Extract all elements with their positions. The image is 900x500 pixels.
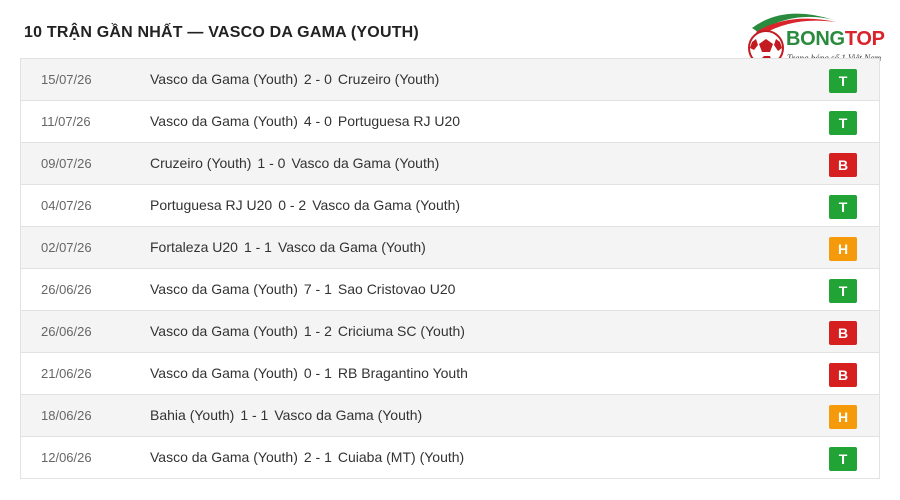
match-score: 2 - 0 <box>303 71 332 87</box>
match-date: 21/06/26 <box>41 366 92 381</box>
match-date: 02/07/26 <box>41 240 92 255</box>
match-row[interactable]: 21/06/26 Vasco da Gama (Youth) 0 - 1 RB Bra… <box>20 353 880 395</box>
result-badge: B <box>829 363 857 387</box>
match-score: 1 - 0 <box>257 155 286 171</box>
home-team: Vasco da Gama (Youth) <box>150 281 298 297</box>
match-row[interactable]: 18/06/26 Bahia (Youth) 1 - 1 Vasco da Gama … <box>20 395 880 437</box>
match-date: 15/07/26 <box>41 72 92 87</box>
match-teams[interactable]: Portuguesa RJ U20 0 - 2 Vasco da Gama (You… <box>150 185 460 226</box>
away-team: Vasco da Gama (Youth) <box>277 239 426 255</box>
logo-wordmark: BONGTOP <box>786 28 885 50</box>
home-team: Bahia (Youth) <box>150 407 235 423</box>
match-date: 12/06/26 <box>41 450 92 465</box>
match-teams[interactable]: Vasco da Gama (Youth) 2 - 1 Cuiaba (MT) (Y… <box>150 437 464 478</box>
recent-matches-list: 15/07/26 Vasco da Gama (Youth) 2 - 0 Cruzei… <box>20 58 880 479</box>
result-badge: T <box>829 111 857 135</box>
match-row[interactable]: 26/06/26 Vasco da Gama (Youth) 1 - 2 Criciu… <box>20 311 880 353</box>
match-score: 1 - 1 <box>243 239 272 255</box>
home-team: Vasco da Gama (Youth) <box>150 365 298 381</box>
match-score: 7 - 1 <box>303 281 332 297</box>
page-title: 10 TRẬN GẦN NHẤT — VASCO DA GAMA (YOUTH) <box>24 24 419 41</box>
away-team: Cruzeiro (Youth) <box>337 71 440 87</box>
match-score: 1 - 2 <box>303 323 332 339</box>
match-teams[interactable]: Vasco da Gama (Youth) 2 - 0 Cruzeiro (Yout… <box>150 59 439 100</box>
home-team: Fortaleza U20 <box>150 239 238 255</box>
home-team: Portuguesa RJ U20 <box>150 197 273 213</box>
match-row[interactable]: 11/07/26 Vasco da Gama (Youth) 4 - 0 Portug… <box>20 101 880 143</box>
match-score: 0 - 1 <box>303 365 332 381</box>
away-team: RB Bragantino Youth <box>337 365 468 381</box>
match-teams[interactable]: Vasco da Gama (Youth) 1 - 2 Criciuma SC (Y… <box>150 311 465 352</box>
home-team: Cruzeiro (Youth) <box>150 155 252 171</box>
away-team: Criciuma SC (Youth) <box>337 323 465 339</box>
match-row[interactable]: 02/07/26 Fortaleza U20 1 - 1 Vasco da Gama … <box>20 227 880 269</box>
match-date: 09/07/26 <box>41 156 92 171</box>
result-badge: T <box>829 447 857 471</box>
match-row[interactable]: 15/07/26 Vasco da Gama (Youth) 2 - 0 Cruzei… <box>20 59 880 101</box>
result-badge: H <box>829 237 857 261</box>
match-row[interactable]: 26/06/26 Vasco da Gama (Youth) 7 - 1 Sao Cr… <box>20 269 880 311</box>
result-badge: H <box>829 405 857 429</box>
away-team: Vasco da Gama (Youth) <box>312 197 461 213</box>
away-team: Portuguesa RJ U20 <box>337 113 461 129</box>
home-team: Vasco da Gama (Youth) <box>150 113 298 129</box>
result-badge: T <box>829 195 857 219</box>
match-row[interactable]: 04/07/26 Portuguesa RJ U20 0 - 2 Vasco da G… <box>20 185 880 227</box>
result-badge: B <box>829 321 857 345</box>
result-badge: T <box>829 69 857 93</box>
match-date: 18/06/26 <box>41 408 92 423</box>
match-teams[interactable]: Cruzeiro (Youth) 1 - 0 Vasco da Gama (Yout… <box>150 143 439 184</box>
match-score: 0 - 2 <box>278 197 307 213</box>
match-score: 2 - 1 <box>303 449 332 465</box>
match-date: 26/06/26 <box>41 282 92 297</box>
match-teams[interactable]: Bahia (Youth) 1 - 1 Vasco da Gama (Youth) <box>150 395 422 436</box>
match-row[interactable]: 12/06/26 Vasco da Gama (Youth) 2 - 1 Cuiaba… <box>20 437 880 479</box>
away-team: Cuiaba (MT) (Youth) <box>337 449 465 465</box>
away-team: Vasco da Gama (Youth) <box>291 155 440 171</box>
home-team: Vasco da Gama (Youth) <box>150 71 298 87</box>
match-teams[interactable]: Vasco da Gama (Youth) 0 - 1 RB Bragantino … <box>150 353 468 394</box>
match-teams[interactable]: Vasco da Gama (Youth) 4 - 0 Portuguesa RJ … <box>150 101 460 142</box>
result-badge: B <box>829 153 857 177</box>
match-teams[interactable]: Vasco da Gama (Youth) 7 - 1 Sao Cristovao … <box>150 269 455 310</box>
match-row[interactable]: 09/07/26 Cruzeiro (Youth) 1 - 0 Vasco da Ga… <box>20 143 880 185</box>
away-team: Sao Cristovao U20 <box>337 281 456 297</box>
match-date: 04/07/26 <box>41 198 92 213</box>
match-date: 11/07/26 <box>41 114 91 129</box>
home-team: Vasco da Gama (Youth) <box>150 449 298 465</box>
home-team: Vasco da Gama (Youth) <box>150 323 298 339</box>
away-team: Vasco da Gama (Youth) <box>274 407 423 423</box>
match-date: 26/06/26 <box>41 324 92 339</box>
match-teams[interactable]: Fortaleza U20 1 - 1 Vasco da Gama (Youth) <box>150 227 426 268</box>
result-badge: T <box>829 279 857 303</box>
match-score: 4 - 0 <box>303 113 332 129</box>
match-score: 1 - 1 <box>240 407 269 423</box>
